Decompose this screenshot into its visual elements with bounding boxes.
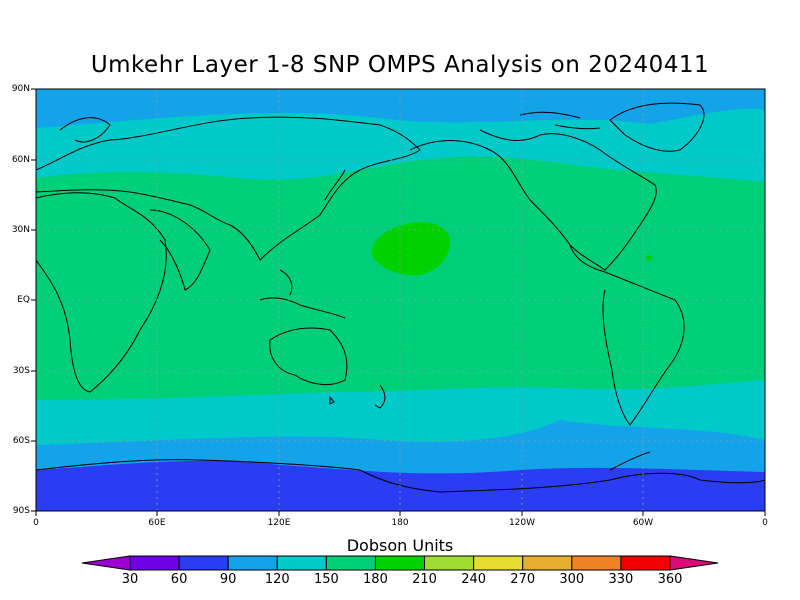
x-tick-label: 180 (391, 518, 409, 528)
colorbar-label: 300 (559, 572, 585, 587)
colorbar-swatch (620, 555, 671, 571)
colorbar-swatch (227, 555, 278, 571)
x-tick-label: 0 (762, 518, 768, 528)
colorbar (81, 555, 719, 571)
colorbar-label: 30 (121, 572, 139, 587)
colorbar-swatch (129, 555, 180, 571)
band-180-210 (372, 222, 451, 276)
graticule (36, 89, 765, 511)
x-tick-label: 120W (508, 518, 536, 528)
colorbar-arrow-high (669, 555, 719, 571)
colorbar-label: 60 (170, 572, 188, 587)
colorbar-arrow-low (81, 555, 131, 571)
colorbar-swatch (374, 555, 426, 571)
colorbar-label: 240 (461, 572, 487, 587)
colorbar-title: Dobson Units (346, 536, 454, 555)
colorbar-label: 180 (363, 572, 388, 587)
x-tick-label: 120E (267, 518, 291, 528)
y-tick-label: 30N (11, 225, 30, 235)
colorbar-label: 270 (510, 572, 536, 587)
y-tick-label: 90S (12, 506, 30, 516)
tick-marks (31, 88, 766, 516)
y-tick-label: 60S (12, 436, 30, 446)
colorbar-swatch (424, 555, 475, 571)
map-title: Umkehr Layer 1-8 SNP OMPS Analysis on 20… (90, 52, 710, 78)
colorbar-label: 330 (608, 572, 634, 587)
colorbar-label: 90 (219, 572, 237, 587)
colorbar-swatch (178, 555, 229, 571)
colorbar-swatch (325, 555, 376, 571)
colorbar-label: 210 (412, 572, 437, 587)
y-tick-label: 90N (11, 84, 30, 94)
coastlines (36, 102, 765, 493)
x-tick-label: 60W (632, 518, 654, 528)
x-tick-label: 0 (33, 518, 39, 528)
y-tick-label: 60N (11, 155, 30, 165)
band-150-180 (36, 156, 765, 400)
colorbar-label: 360 (657, 572, 683, 587)
colorbar-swatch (276, 555, 327, 571)
y-tick-label: 30S (12, 366, 30, 376)
x-tick-label: 60E (148, 518, 166, 528)
colorbar-swatch (473, 555, 524, 571)
y-tick-label: EQ (17, 295, 30, 305)
colorbar-swatch (571, 555, 622, 571)
colorbar-label: 120 (264, 572, 290, 587)
colorbar-label: 150 (313, 572, 339, 587)
colorbar-swatch (522, 555, 573, 571)
